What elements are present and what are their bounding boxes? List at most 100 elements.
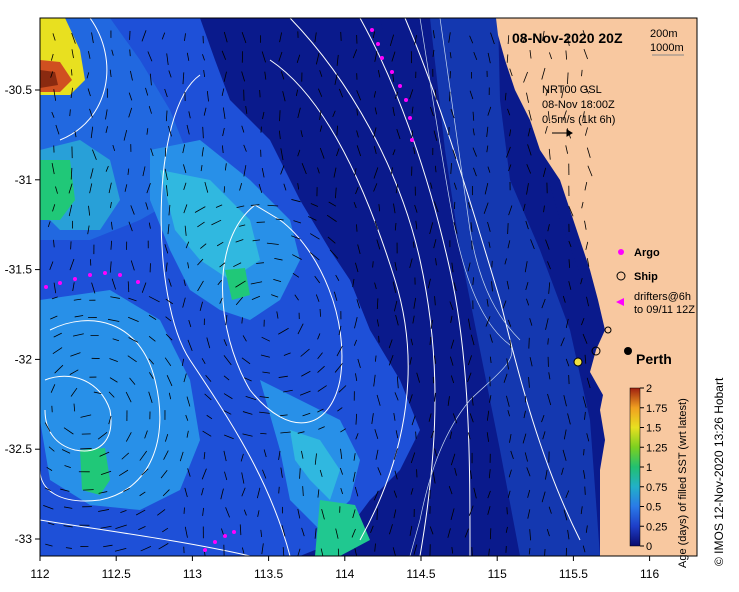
current-vector bbox=[472, 128, 475, 136]
current-vector bbox=[394, 261, 398, 271]
city-label-perth: Perth bbox=[636, 351, 672, 367]
current-vector bbox=[319, 70, 323, 77]
current-vector bbox=[261, 51, 266, 63]
current-vector bbox=[206, 414, 213, 420]
perth-location-marker bbox=[624, 347, 632, 355]
current-vector bbox=[373, 167, 379, 179]
current-vector bbox=[274, 257, 283, 261]
current-vector bbox=[280, 165, 285, 175]
current-vector bbox=[335, 274, 340, 281]
current-vector bbox=[469, 413, 474, 423]
current-vector bbox=[118, 469, 129, 477]
current-vector bbox=[127, 355, 137, 363]
current-vector bbox=[487, 52, 491, 64]
current-vector bbox=[182, 144, 186, 154]
current-vector bbox=[263, 449, 267, 458]
current-vector bbox=[187, 262, 190, 269]
current-vector bbox=[583, 449, 585, 456]
current-vector bbox=[144, 430, 148, 439]
current-vector bbox=[430, 319, 433, 329]
current-vector bbox=[586, 377, 591, 389]
current-vector bbox=[201, 487, 204, 496]
current-vector bbox=[434, 448, 438, 457]
current-vector bbox=[527, 489, 531, 498]
ship-legend-marker bbox=[616, 271, 626, 281]
current-vector bbox=[43, 505, 54, 510]
current-vector bbox=[160, 469, 168, 479]
current-vector bbox=[50, 384, 56, 393]
current-vector bbox=[109, 69, 112, 78]
current-vector bbox=[50, 71, 54, 78]
current-vector bbox=[488, 548, 490, 556]
current-vector bbox=[204, 181, 209, 193]
credit-value: IMOS 12-Nov-2020 13:26 Hobart bbox=[712, 377, 726, 554]
current-vector bbox=[505, 526, 508, 533]
current-vector bbox=[223, 355, 232, 366]
current-vector bbox=[412, 315, 415, 324]
current-vector bbox=[335, 187, 337, 199]
current-vector bbox=[201, 147, 204, 157]
current-vector bbox=[508, 205, 513, 216]
current-vector bbox=[53, 239, 55, 248]
current-vector bbox=[314, 275, 321, 284]
current-vector bbox=[185, 241, 190, 249]
current-vector bbox=[202, 430, 212, 437]
current-vector bbox=[472, 147, 477, 157]
current-vector bbox=[148, 314, 157, 320]
current-vector bbox=[278, 130, 281, 140]
x-tick-label: 112.5 bbox=[102, 567, 131, 581]
current-vector bbox=[486, 298, 489, 307]
current-vector bbox=[103, 544, 113, 548]
current-vector bbox=[396, 376, 399, 389]
current-vector bbox=[45, 543, 53, 547]
current-vector bbox=[165, 316, 172, 322]
current-vector bbox=[584, 127, 588, 136]
current-vector bbox=[127, 281, 130, 293]
current-vector bbox=[130, 260, 135, 271]
colorbar-tick-label: 0.25 bbox=[646, 521, 667, 533]
current-vector bbox=[148, 222, 151, 229]
current-vector bbox=[486, 410, 490, 421]
current-vector bbox=[271, 294, 279, 298]
current-vector bbox=[281, 525, 286, 537]
current-vector bbox=[333, 291, 338, 301]
current-vector bbox=[148, 296, 160, 303]
current-vector bbox=[329, 249, 339, 259]
current-vector bbox=[491, 281, 493, 292]
current-vector bbox=[393, 300, 398, 312]
current-vector bbox=[544, 548, 546, 556]
current-vector bbox=[71, 69, 73, 76]
current-vector bbox=[563, 509, 568, 521]
current-vector bbox=[334, 363, 343, 373]
current-vector bbox=[278, 327, 289, 335]
current-vector bbox=[373, 490, 379, 501]
current-datetime: 08-Nov 18:00Z bbox=[542, 99, 615, 111]
current-vector bbox=[415, 220, 418, 230]
current-vector bbox=[292, 272, 300, 278]
current-vector bbox=[526, 164, 532, 174]
current-vector bbox=[373, 127, 377, 138]
current-vector bbox=[128, 316, 139, 322]
current-vector bbox=[239, 182, 243, 191]
colorbar-tick-label: 1 bbox=[646, 462, 652, 474]
current-vector bbox=[121, 452, 130, 460]
current-vector bbox=[352, 278, 355, 288]
current-vector bbox=[390, 167, 393, 175]
y-tick-label: -31 bbox=[15, 173, 33, 187]
current-vector bbox=[374, 221, 379, 230]
current-vector bbox=[168, 392, 172, 400]
current-vector bbox=[562, 449, 567, 461]
ocean-green-patch bbox=[40, 160, 75, 220]
current-vector bbox=[55, 124, 60, 135]
current-vector bbox=[53, 282, 57, 294]
current-vector bbox=[548, 282, 551, 294]
current-vector bbox=[563, 395, 567, 407]
current-vector bbox=[451, 262, 454, 273]
current-vector bbox=[100, 525, 112, 529]
current-vector bbox=[244, 377, 252, 382]
current-vector bbox=[168, 204, 171, 216]
current-vector bbox=[224, 163, 227, 171]
current-vector bbox=[224, 471, 228, 481]
current-vector bbox=[222, 145, 224, 154]
current-vector bbox=[297, 508, 301, 519]
